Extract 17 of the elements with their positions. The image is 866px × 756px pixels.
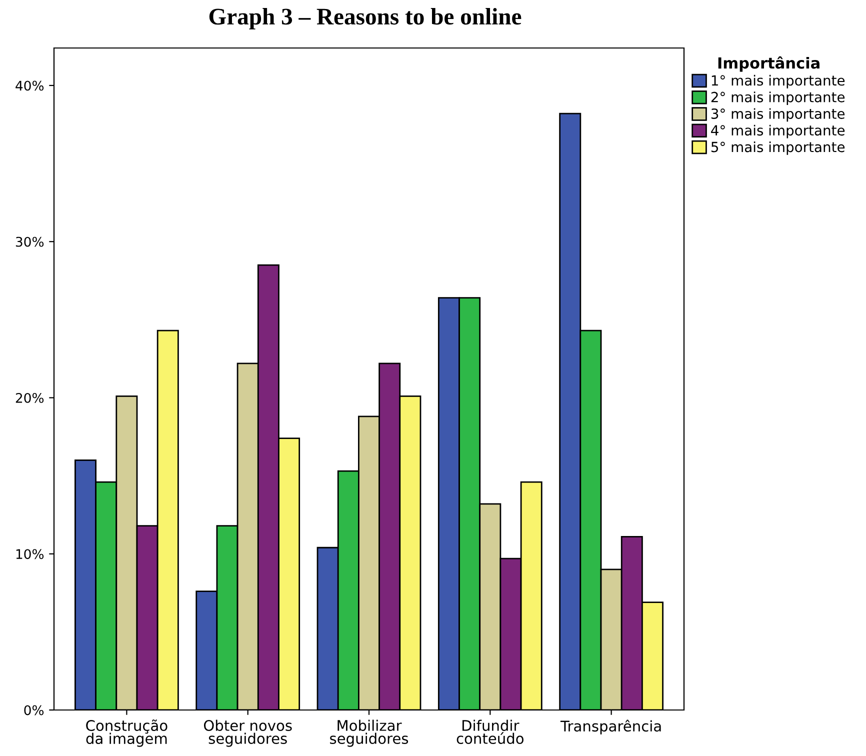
x-tick-label: Obter novos seguidores xyxy=(204,720,292,747)
y-tick-label: 10% xyxy=(16,549,44,560)
y-tick-label: 40% xyxy=(16,80,44,91)
x-tick-label: Transparência xyxy=(560,720,661,734)
x-tick-label: Construção da imagem xyxy=(86,720,168,747)
x-tick-label: Difundir conteúdo xyxy=(456,720,524,744)
y-tick-label: 0% xyxy=(24,705,44,716)
x-tick-label: Mobilizar seguidores xyxy=(330,720,408,747)
y-tick-label: 20% xyxy=(16,392,44,403)
legend-label: 1° mais importante xyxy=(712,74,845,88)
legend-label: 2° mais importante xyxy=(711,92,845,106)
legend-label: 3° mais importante xyxy=(711,108,845,122)
legend-label: 4° mais importante xyxy=(711,124,845,138)
legend-label: 5° mais importante xyxy=(711,141,845,155)
y-tick-label: 30% xyxy=(16,236,44,247)
chart-title: Graph 3 – Reasons to be online xyxy=(209,8,522,30)
legend-title: Importância xyxy=(718,56,820,72)
